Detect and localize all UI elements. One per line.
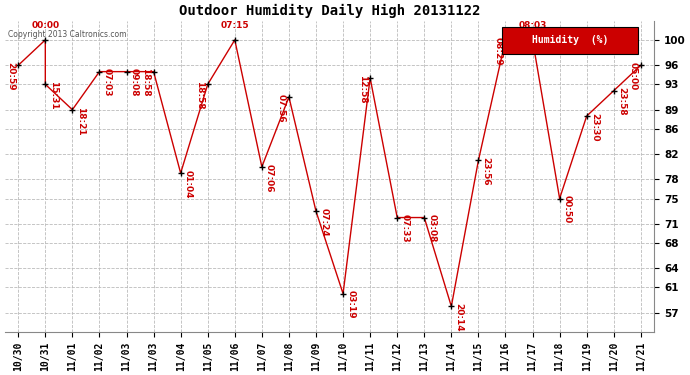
Text: 09:08: 09:08 — [130, 69, 139, 97]
Text: 08:03: 08:03 — [518, 21, 546, 30]
Text: 03:08: 03:08 — [428, 214, 437, 243]
Title: Outdoor Humidity Daily High 20131122: Outdoor Humidity Daily High 20131122 — [179, 4, 480, 18]
Text: Copyright 2013 Caltronics.com: Copyright 2013 Caltronics.com — [8, 30, 126, 39]
Text: 07:33: 07:33 — [400, 214, 409, 243]
Text: 07:24: 07:24 — [319, 208, 328, 237]
Text: 23:30: 23:30 — [590, 113, 599, 141]
Text: 23:56: 23:56 — [482, 157, 491, 186]
Text: 01:04: 01:04 — [184, 170, 193, 198]
Text: 23:58: 23:58 — [617, 87, 626, 116]
Text: 07:56: 07:56 — [277, 94, 286, 123]
Text: 07:15: 07:15 — [221, 21, 249, 30]
Text: 20:59: 20:59 — [6, 62, 15, 91]
Text: 07:03: 07:03 — [103, 69, 112, 97]
Text: 18:58: 18:58 — [141, 69, 150, 97]
Text: 18:58: 18:58 — [195, 81, 204, 110]
Text: 05:00: 05:00 — [629, 62, 638, 90]
Text: 00:00: 00:00 — [31, 21, 59, 30]
Text: 07:06: 07:06 — [265, 164, 274, 192]
Text: 20:14: 20:14 — [455, 303, 464, 332]
Text: 08:29: 08:29 — [493, 37, 502, 65]
Text: 03:19: 03:19 — [346, 291, 355, 319]
Text: 15:31: 15:31 — [48, 81, 57, 110]
FancyBboxPatch shape — [502, 27, 638, 54]
Text: Humidity  (%): Humidity (%) — [532, 35, 608, 45]
Text: 00:50: 00:50 — [563, 195, 572, 223]
Text: 12:58: 12:58 — [358, 75, 367, 104]
Text: 18:21: 18:21 — [76, 106, 85, 135]
